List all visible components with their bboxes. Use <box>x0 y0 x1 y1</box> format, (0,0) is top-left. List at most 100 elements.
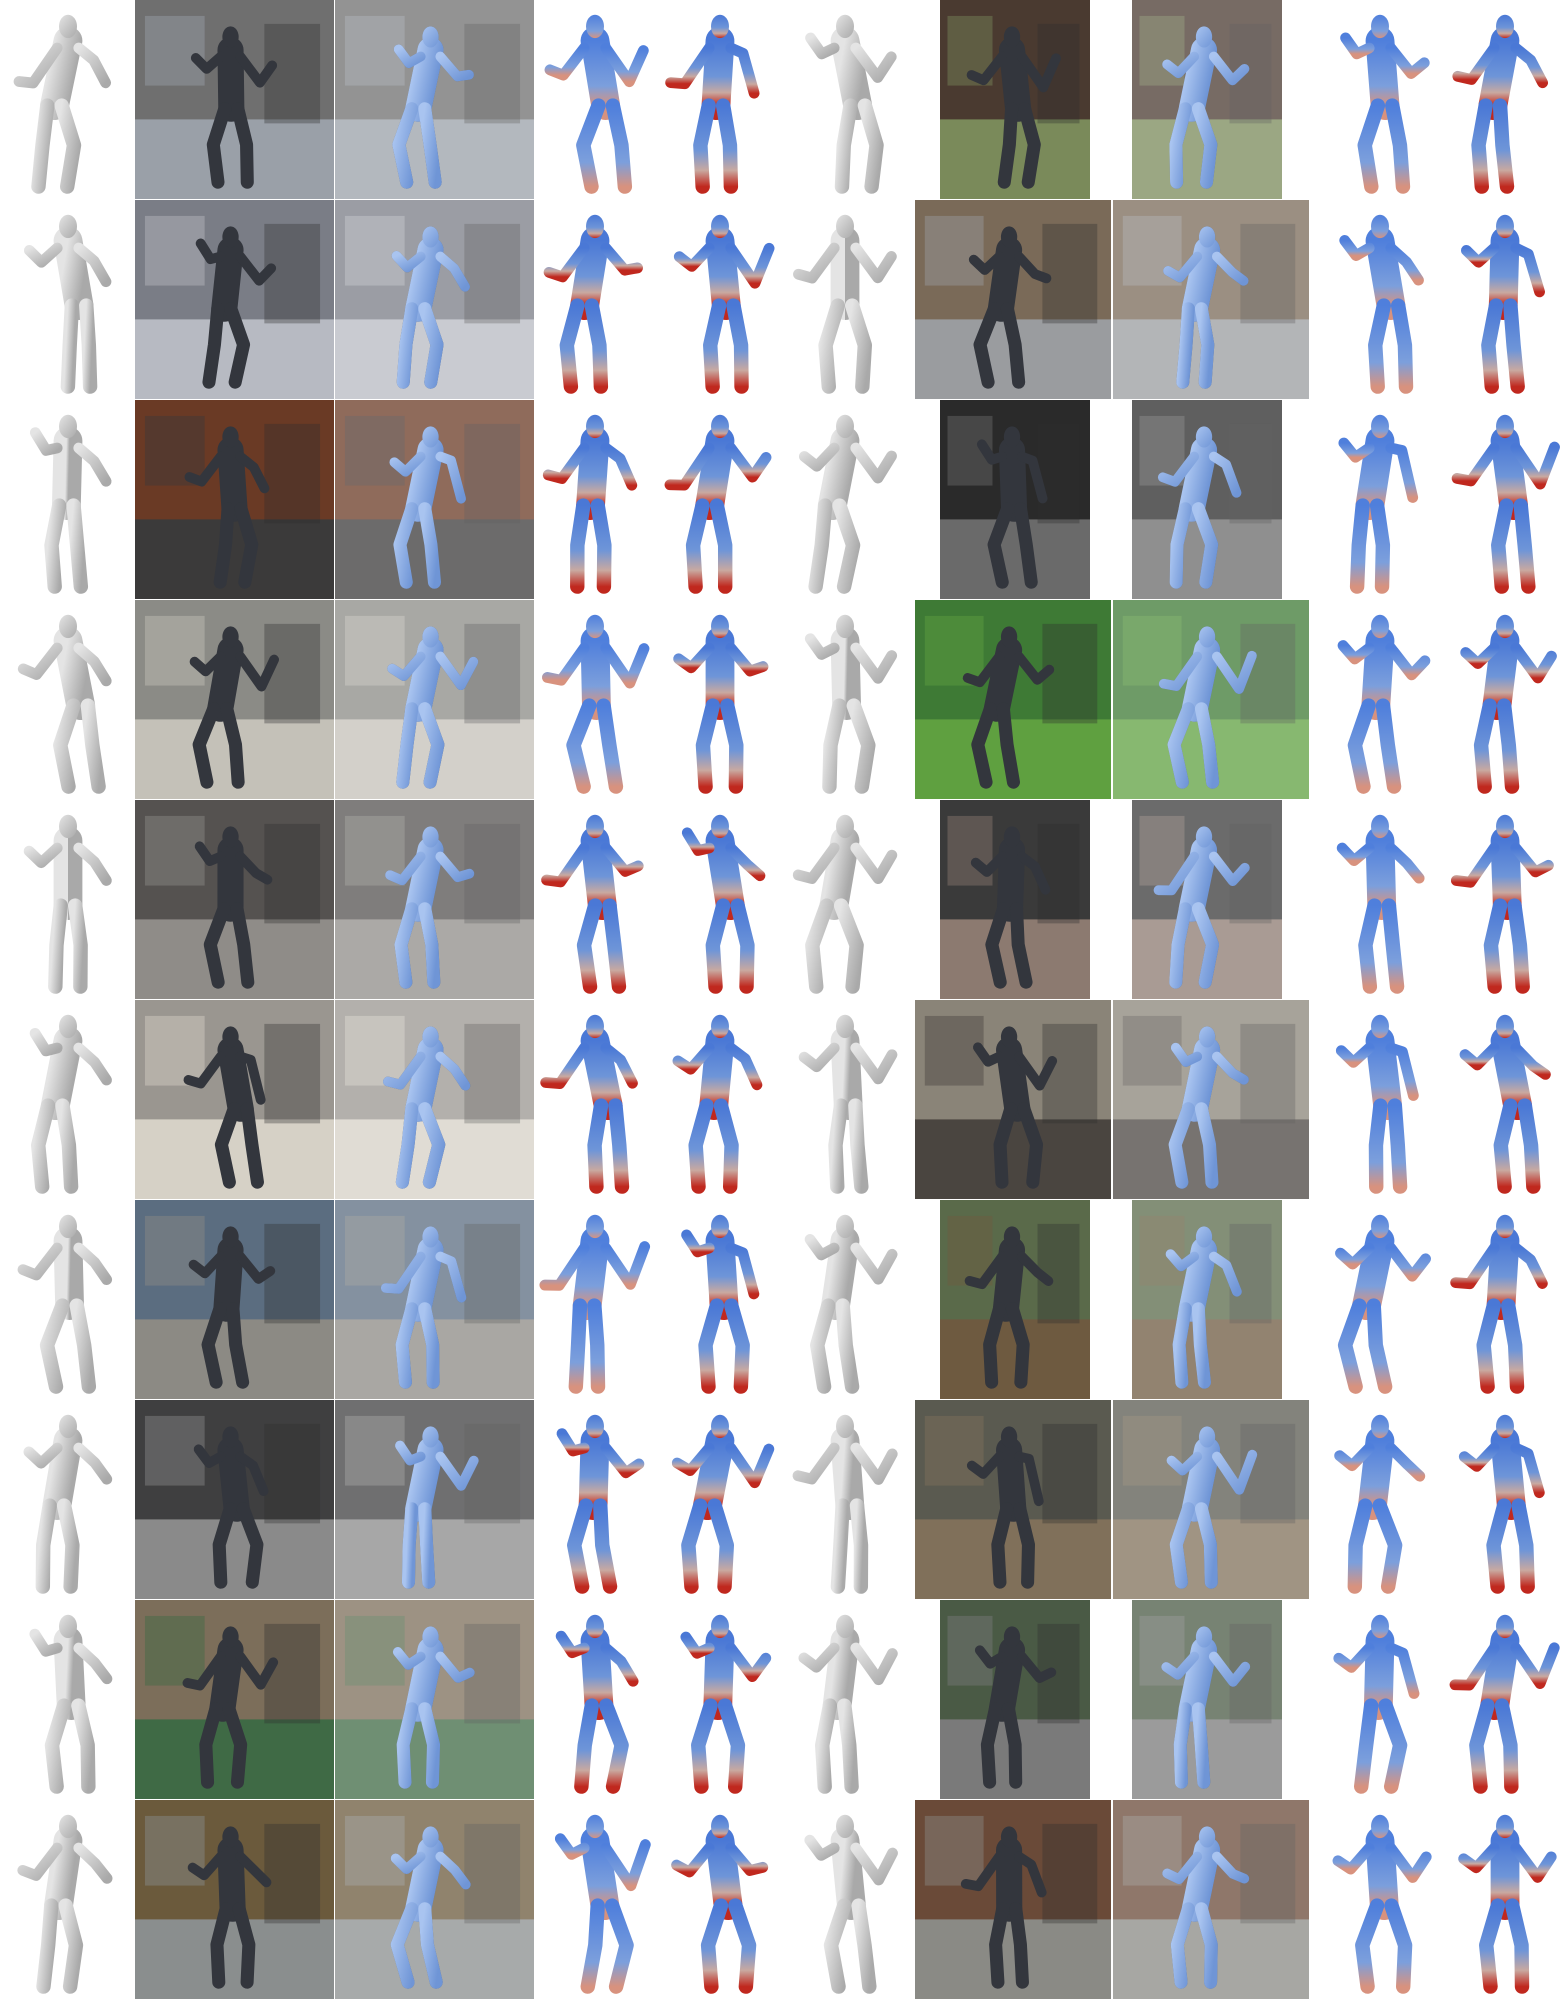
arm <box>792 842 840 884</box>
arm <box>798 442 840 472</box>
leg <box>71 1698 96 1794</box>
torso <box>1365 1826 1399 1920</box>
photo-detail <box>1042 1823 1098 1924</box>
arm <box>1460 642 1500 669</box>
torso <box>1490 1426 1526 1520</box>
leg <box>44 1698 72 1794</box>
leg <box>1358 898 1382 994</box>
leg <box>844 298 873 394</box>
gray-mesh <box>17 614 112 794</box>
leg <box>418 1102 446 1189</box>
head <box>422 1826 439 1848</box>
arm <box>1013 1051 1058 1091</box>
head <box>1000 626 1018 648</box>
photo-detail <box>264 1023 321 1124</box>
leg <box>67 898 88 994</box>
blue-mesh <box>1460 614 1557 794</box>
blue-mesh <box>555 1614 639 1794</box>
arm <box>974 1645 1008 1669</box>
head <box>836 14 854 39</box>
head <box>1496 14 1514 39</box>
head <box>422 26 439 48</box>
arm <box>850 42 897 83</box>
overlay-photo <box>335 1400 534 1599</box>
torso <box>1181 636 1221 722</box>
arm <box>1335 1242 1375 1270</box>
blue-mesh <box>1336 814 1425 994</box>
photo-detail <box>144 15 205 86</box>
head <box>59 214 77 239</box>
head <box>1496 214 1514 239</box>
arm <box>235 1251 276 1284</box>
arm <box>972 1042 1005 1067</box>
arm <box>1510 642 1557 684</box>
gray-mesh <box>805 14 897 194</box>
blue-mesh <box>1334 1414 1426 1594</box>
leg <box>576 98 606 194</box>
overlay-photo <box>335 1800 534 1999</box>
person <box>187 1826 272 1989</box>
arm <box>187 1851 226 1881</box>
torso <box>1488 226 1520 321</box>
person <box>184 426 270 589</box>
leg <box>707 1498 735 1594</box>
torso <box>578 1426 610 1520</box>
gray-mesh <box>793 214 897 394</box>
arm <box>17 1842 63 1881</box>
leg <box>1479 1898 1506 1994</box>
torso <box>998 36 1032 122</box>
torso <box>40 26 83 120</box>
leg <box>1169 1502 1195 1589</box>
head <box>1000 226 1018 248</box>
photo <box>940 0 1090 199</box>
leg <box>1473 698 1497 794</box>
blue-mesh <box>542 414 638 594</box>
person <box>966 26 1061 189</box>
gray-mesh <box>29 1614 113 1794</box>
torso <box>705 226 741 321</box>
arm <box>850 642 898 684</box>
overlay-photo <box>335 1600 534 1799</box>
arm <box>1452 42 1500 85</box>
torso <box>217 36 245 122</box>
blue-mesh <box>681 814 766 994</box>
torso <box>53 1226 84 1320</box>
leg <box>605 98 633 194</box>
head <box>222 426 239 448</box>
torso <box>217 1436 250 1522</box>
arm <box>673 642 715 674</box>
leg <box>818 298 845 394</box>
mesh-overlay <box>392 1626 475 1789</box>
leg <box>985 902 1011 989</box>
leg <box>1355 1898 1385 1994</box>
photo-detail <box>344 215 405 286</box>
head <box>59 1414 77 1439</box>
arm <box>850 442 897 484</box>
leg <box>989 1902 1010 1989</box>
arm <box>1385 1042 1419 1101</box>
leg <box>604 1898 634 1994</box>
leg <box>1381 898 1405 994</box>
torso <box>570 226 610 321</box>
head <box>586 414 604 439</box>
torso <box>209 1636 244 1722</box>
torso <box>830 1026 863 1120</box>
leg <box>833 898 864 994</box>
blue-mesh <box>554 1814 651 1994</box>
person <box>190 26 278 189</box>
head <box>586 1414 604 1439</box>
head <box>59 614 77 639</box>
arm <box>23 1442 63 1469</box>
photo-detail <box>264 1823 321 1924</box>
leg <box>688 1098 714 1194</box>
person <box>182 1626 279 1789</box>
gray-mesh <box>804 1814 898 1994</box>
mesh-overlay <box>1158 626 1257 789</box>
torso <box>996 836 1026 922</box>
leg <box>681 1498 708 1594</box>
torso <box>1490 826 1522 920</box>
leg <box>394 902 419 989</box>
leg <box>192 702 221 789</box>
leg <box>1493 1098 1518 1194</box>
person <box>962 626 1055 789</box>
